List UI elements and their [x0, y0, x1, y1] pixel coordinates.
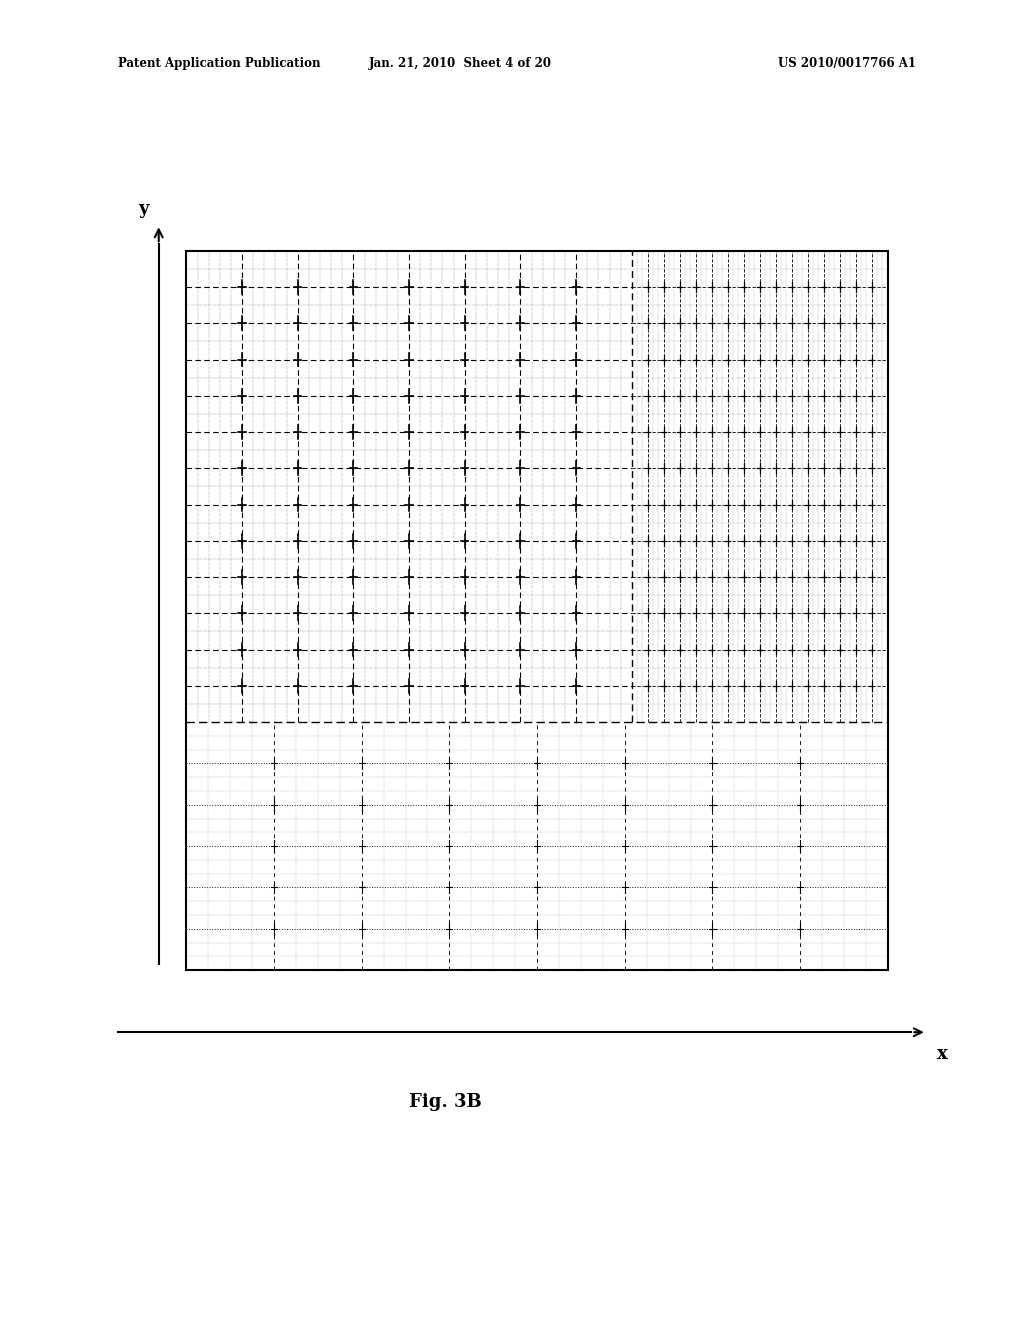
Bar — [186, 251, 888, 970]
Text: Fig. 3B: Fig. 3B — [409, 1093, 482, 1111]
Text: x: x — [937, 1045, 947, 1064]
Text: y: y — [138, 199, 148, 218]
Text: Jan. 21, 2010  Sheet 4 of 20: Jan. 21, 2010 Sheet 4 of 20 — [370, 57, 552, 70]
Text: US 2010/0017766 A1: US 2010/0017766 A1 — [778, 57, 916, 70]
Text: Patent Application Publication: Patent Application Publication — [118, 57, 321, 70]
